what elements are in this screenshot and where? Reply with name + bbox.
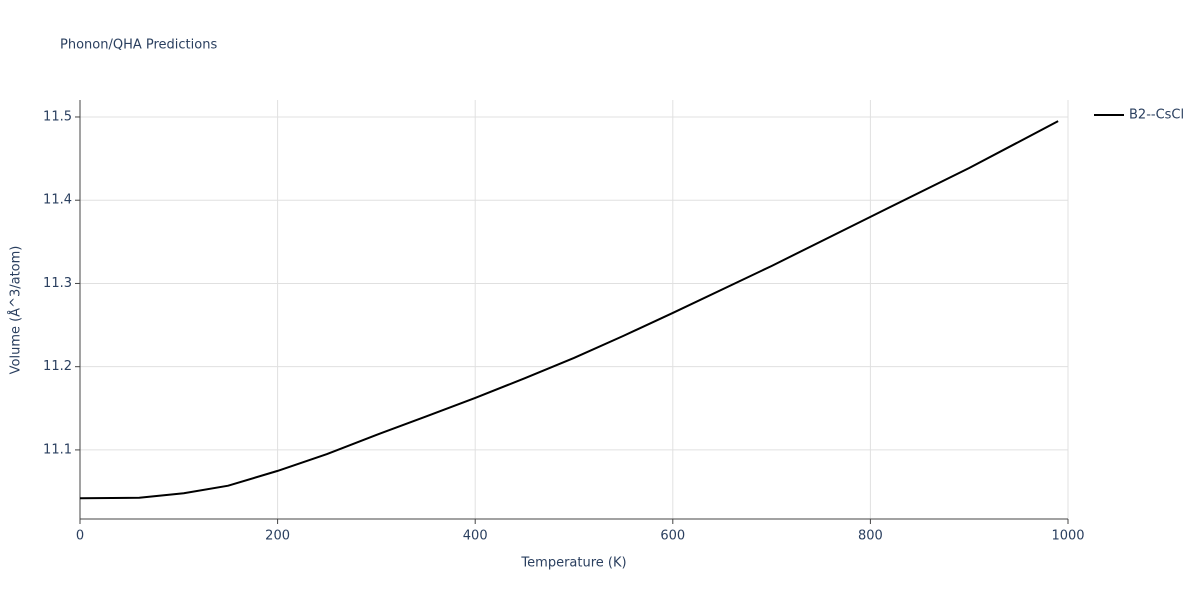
x-tick-label: 400	[463, 529, 488, 544]
y-tick-label: 11.4	[43, 193, 72, 208]
line-series	[79, 120, 1059, 500]
x-tick-label: 600	[660, 529, 685, 544]
y-tick-label: 11.2	[43, 359, 72, 374]
y-axis-label: Volume (Å^3/atom)	[8, 246, 24, 375]
x-tick-label: 1000	[1051, 529, 1084, 544]
y-tick-label: 11.3	[43, 276, 72, 291]
y-tick-label: 11.5	[43, 109, 72, 124]
x-axis-label: Temperature (K)	[520, 556, 626, 571]
legend-label: B2--CsCl	[1129, 108, 1184, 123]
x-tick-label: 0	[76, 529, 84, 544]
x-tick-label: 200	[265, 529, 290, 544]
chart-title: Phonon/QHA Predictions	[60, 38, 217, 53]
x-tick-label: 800	[858, 529, 883, 544]
y-tick-label: 11.1	[43, 442, 72, 457]
